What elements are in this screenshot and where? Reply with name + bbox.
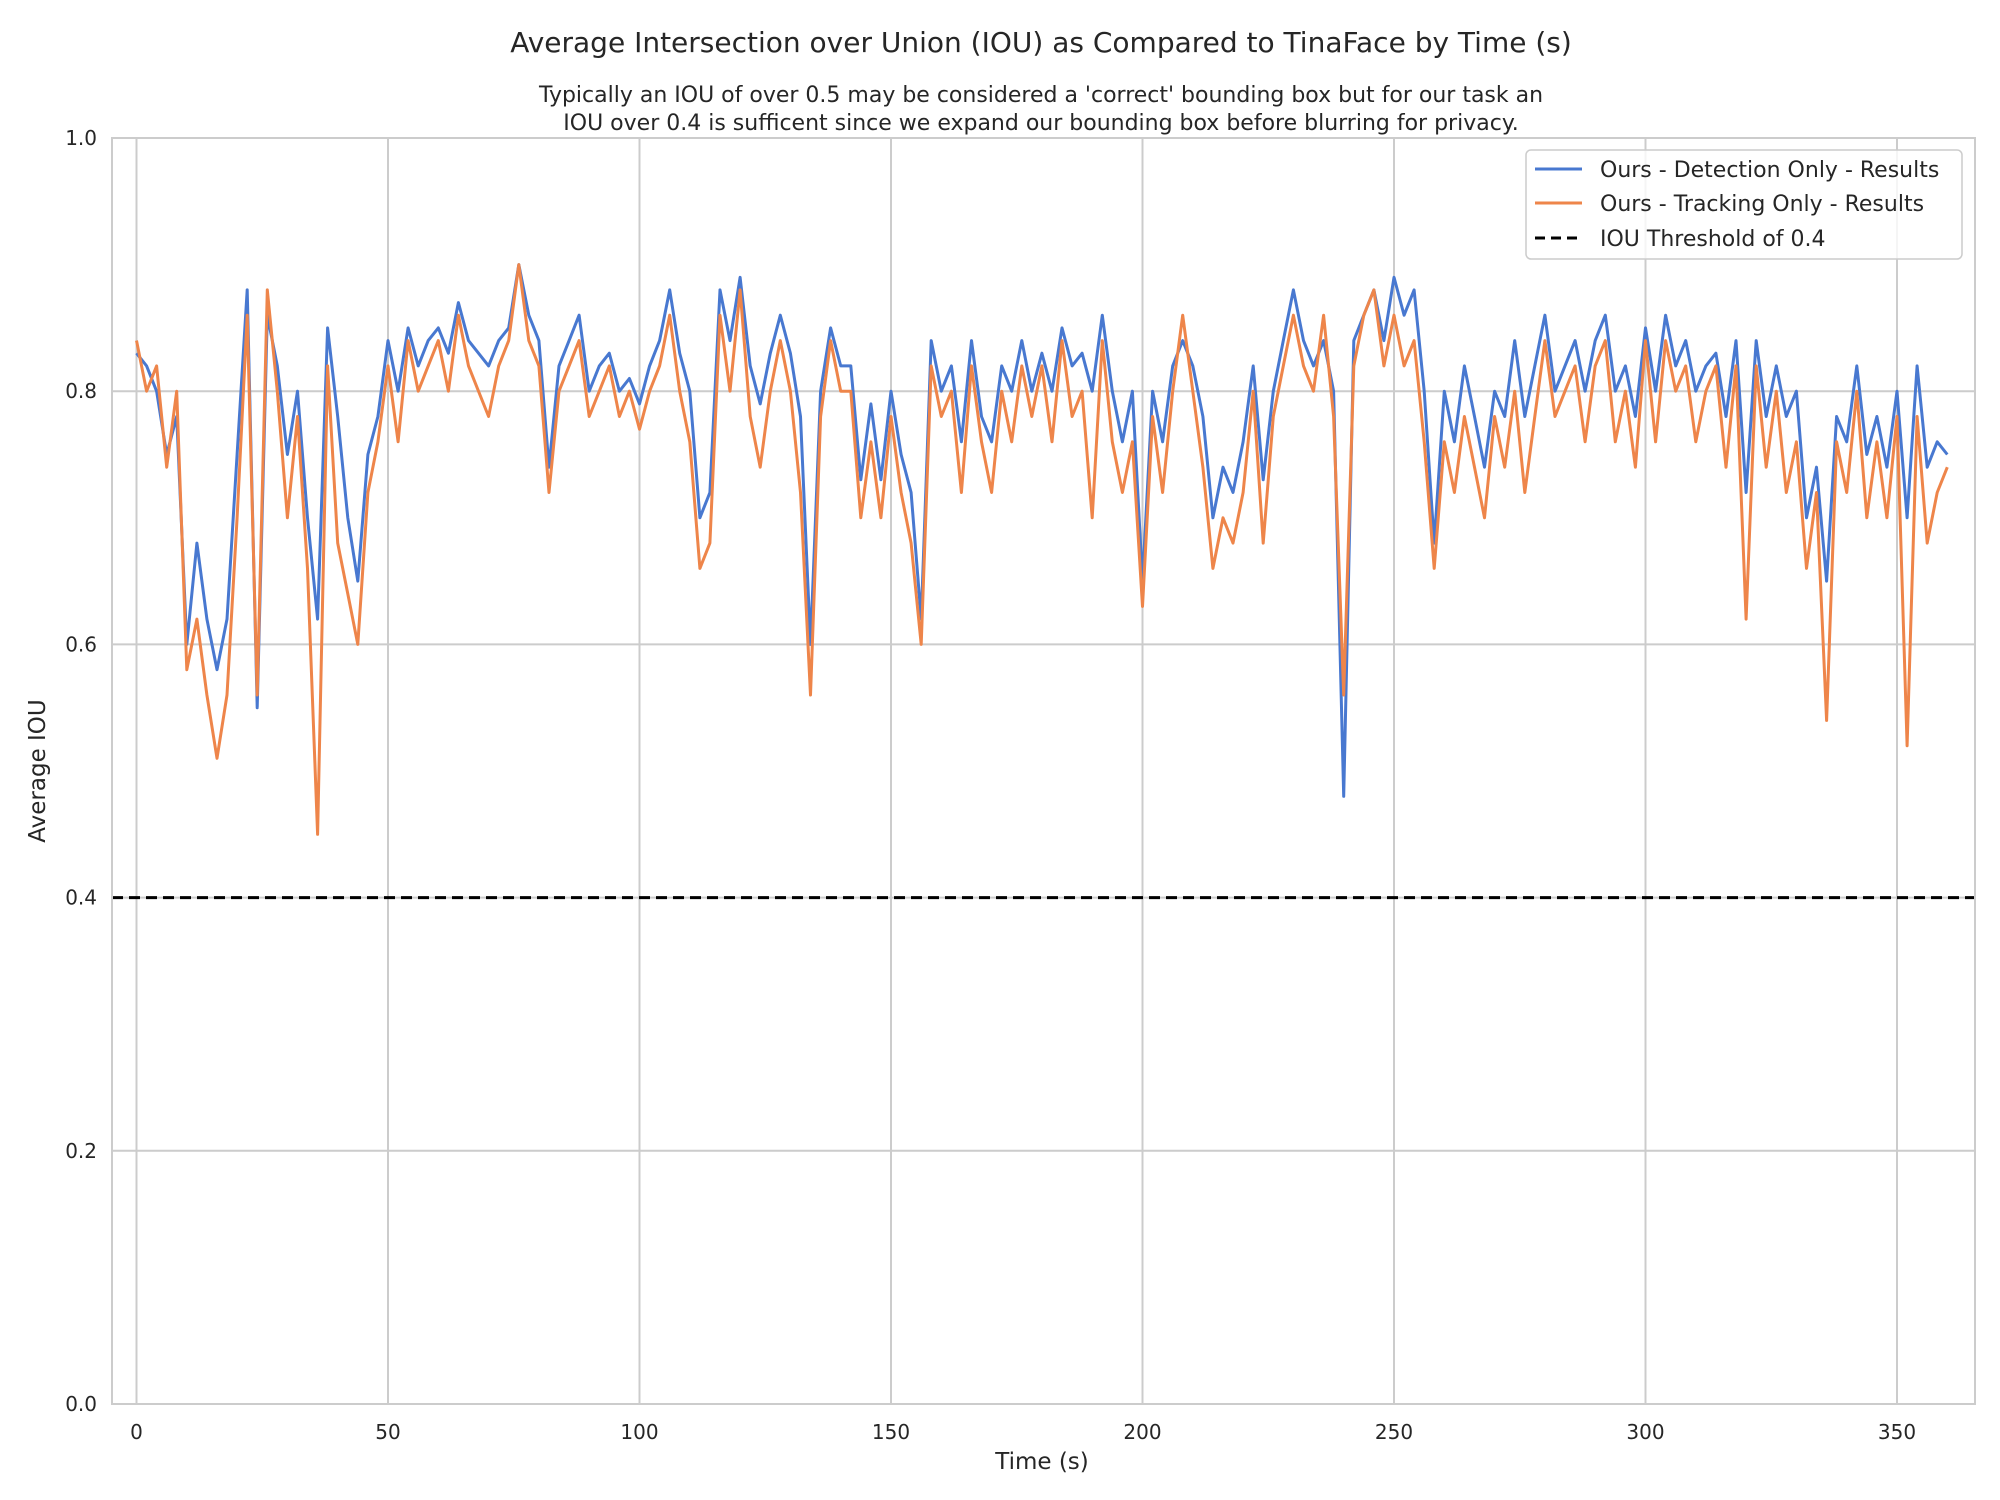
y-tick-label: 0.6 bbox=[65, 632, 97, 656]
x-tick-label: 250 bbox=[1375, 1420, 1413, 1444]
legend-label-tracking: Ours - Tracking Only - Results bbox=[1600, 192, 1924, 217]
series-line-tracking bbox=[135, 263, 1949, 836]
x-tick-label: 150 bbox=[872, 1420, 910, 1444]
x-tick-label: 200 bbox=[1123, 1420, 1161, 1444]
y-tick-label: 0.2 bbox=[65, 1139, 97, 1163]
y-tick-label: 0.4 bbox=[65, 886, 97, 910]
legend-label-detection: Ours - Detection Only - Results bbox=[1600, 158, 1939, 183]
y-axis-label: Average IOU bbox=[25, 699, 51, 842]
chart-title: Average Intersection over Union (IOU) as… bbox=[510, 26, 1572, 59]
x-tick-label: 100 bbox=[620, 1420, 658, 1444]
tick-labels: 0 50 100 150 200 250 300 350 0.0 0.2 0.4 0.6 0.8 1.0 bbox=[65, 126, 1916, 1444]
series-line-detection bbox=[135, 263, 1949, 798]
x-tick-label: 300 bbox=[1626, 1420, 1664, 1444]
y-tick-label: 1.0 bbox=[65, 126, 97, 150]
chart-subtitle-line-1: Typically an IOU of over 0.5 may be cons… bbox=[538, 83, 1543, 108]
grid bbox=[112, 137, 1975, 1405]
x-tick-label: 350 bbox=[1878, 1420, 1916, 1444]
x-tick-label: 50 bbox=[375, 1420, 400, 1444]
plot-frame bbox=[111, 137, 1976, 1405]
y-tick-label: 0.0 bbox=[65, 1392, 97, 1416]
legend-label-threshold: IOU Threshold of 0.4 bbox=[1600, 227, 1826, 252]
y-tick-label: 0.8 bbox=[65, 379, 97, 403]
x-axis-label: Time (s) bbox=[994, 1449, 1089, 1475]
chart-subtitle-line-2: IOU over 0.4 is sufficent since we expan… bbox=[563, 111, 1518, 136]
legend: Ours - Detection Only - Results Ours - T… bbox=[1525, 149, 1963, 260]
x-tick-label: 0 bbox=[130, 1420, 143, 1444]
series-lines bbox=[112, 263, 1975, 900]
